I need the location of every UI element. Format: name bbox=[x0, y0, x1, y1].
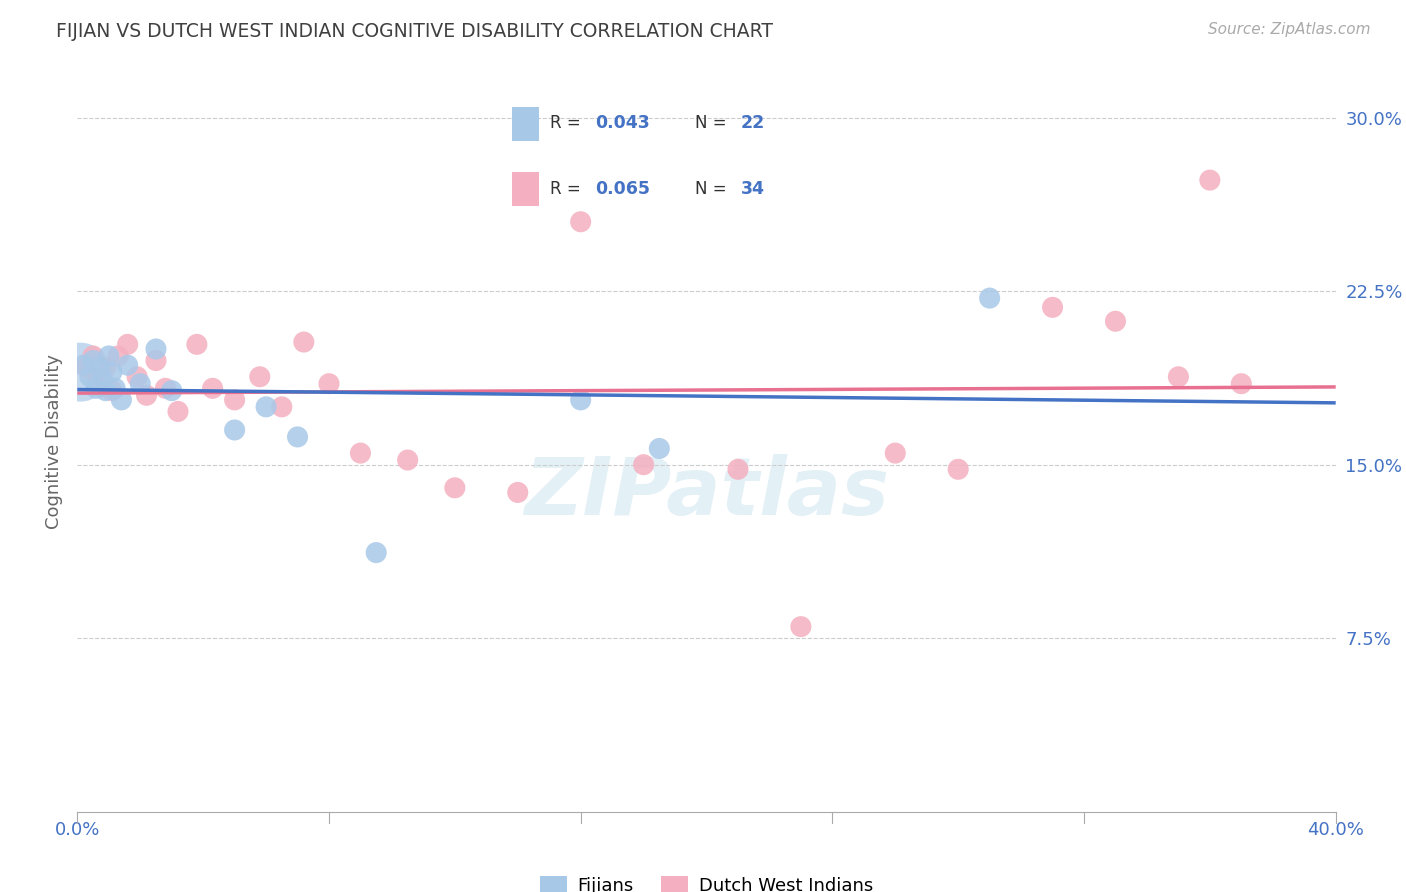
Point bbox=[117, 358, 139, 372]
Point bbox=[366, 545, 388, 560]
Point bbox=[292, 334, 315, 349]
Point bbox=[1198, 173, 1220, 187]
Point bbox=[127, 369, 149, 384]
Point bbox=[396, 453, 419, 467]
Point bbox=[349, 446, 371, 460]
Point bbox=[104, 381, 127, 395]
Point bbox=[633, 458, 655, 472]
Point bbox=[569, 392, 592, 407]
Point bbox=[201, 381, 224, 395]
Point bbox=[94, 384, 117, 398]
Point bbox=[107, 349, 129, 363]
Point bbox=[648, 442, 671, 456]
Point bbox=[145, 342, 167, 356]
Point bbox=[82, 349, 104, 363]
Point bbox=[254, 400, 277, 414]
Point bbox=[69, 365, 91, 379]
Point bbox=[76, 360, 98, 375]
Text: ZIPatlas: ZIPatlas bbox=[524, 454, 889, 533]
Point bbox=[270, 400, 292, 414]
Point bbox=[444, 481, 467, 495]
Point bbox=[145, 353, 167, 368]
Point bbox=[790, 619, 813, 633]
Point bbox=[1042, 301, 1064, 315]
Text: Source: ZipAtlas.com: Source: ZipAtlas.com bbox=[1208, 22, 1371, 37]
Point bbox=[727, 462, 749, 476]
Point bbox=[160, 384, 183, 398]
Point bbox=[948, 462, 970, 476]
Point bbox=[91, 372, 114, 386]
Point bbox=[1167, 369, 1189, 384]
Point bbox=[884, 446, 907, 460]
Point bbox=[110, 392, 132, 407]
Point bbox=[167, 404, 190, 418]
Text: FIJIAN VS DUTCH WEST INDIAN COGNITIVE DISABILITY CORRELATION CHART: FIJIAN VS DUTCH WEST INDIAN COGNITIVE DI… bbox=[56, 22, 773, 41]
Point bbox=[84, 381, 107, 395]
Point bbox=[135, 388, 157, 402]
Point bbox=[1230, 376, 1253, 391]
Point bbox=[186, 337, 208, 351]
Legend: Fijians, Dutch West Indians: Fijians, Dutch West Indians bbox=[533, 869, 880, 892]
Point bbox=[72, 358, 94, 372]
Point bbox=[1104, 314, 1126, 328]
Point bbox=[89, 372, 111, 386]
Point bbox=[224, 423, 246, 437]
Point bbox=[117, 337, 139, 351]
Point bbox=[506, 485, 529, 500]
Point bbox=[82, 353, 104, 368]
Point bbox=[287, 430, 309, 444]
Point bbox=[79, 369, 101, 384]
Point bbox=[249, 369, 271, 384]
Point bbox=[129, 376, 152, 391]
Point bbox=[94, 360, 117, 375]
Point bbox=[101, 384, 124, 398]
Point bbox=[97, 349, 120, 363]
Y-axis label: Cognitive Disability: Cognitive Disability bbox=[45, 354, 63, 529]
Point bbox=[224, 392, 246, 407]
Point bbox=[569, 215, 592, 229]
Point bbox=[318, 376, 340, 391]
Point bbox=[101, 365, 124, 379]
Point bbox=[979, 291, 1001, 305]
Point bbox=[89, 360, 111, 375]
Point bbox=[155, 381, 177, 395]
